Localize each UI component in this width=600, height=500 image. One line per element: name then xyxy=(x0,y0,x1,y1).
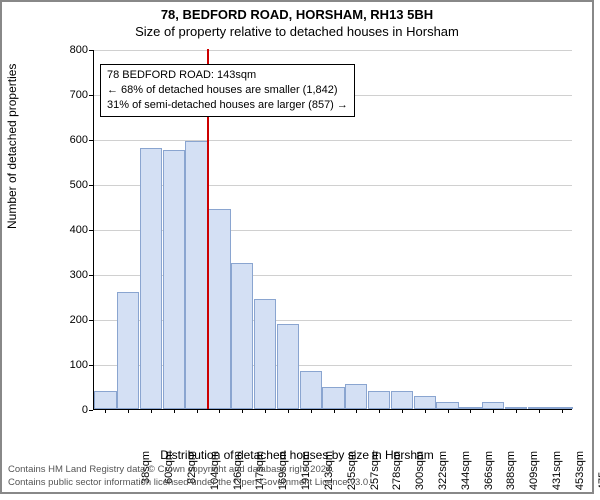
x-tick xyxy=(356,409,357,413)
y-tick-label: 700 xyxy=(70,89,88,101)
histogram-bar xyxy=(208,209,230,409)
histogram-bar xyxy=(140,148,162,409)
x-tick xyxy=(311,409,312,413)
y-tick-label: 800 xyxy=(70,44,88,56)
y-tick-label: 300 xyxy=(70,269,88,281)
x-tick xyxy=(493,409,494,413)
histogram-bar xyxy=(231,263,253,409)
histogram-bar xyxy=(254,299,276,409)
annotation-line3: 31% of semi-detached houses are larger (… xyxy=(107,98,348,113)
y-tick-label: 200 xyxy=(70,314,88,326)
x-tick xyxy=(265,409,266,413)
y-axis: 0100200300400500600700800 xyxy=(62,50,92,410)
annotation-line1: 78 BEDFORD ROAD: 143sqm xyxy=(107,68,348,83)
x-tick xyxy=(470,409,471,413)
y-axis-label: Number of detached properties xyxy=(5,64,19,229)
x-tick xyxy=(288,409,289,413)
chart-subtitle: Size of property relative to detached ho… xyxy=(2,24,592,39)
histogram-bar xyxy=(482,402,504,409)
histogram-bar xyxy=(391,391,413,409)
gridline xyxy=(94,50,572,51)
histogram-bar xyxy=(163,150,185,409)
attribution-line1: Contains HM Land Registry data © Crown c… xyxy=(8,464,371,476)
histogram-bar xyxy=(117,292,139,409)
x-tick xyxy=(219,409,220,413)
x-tick xyxy=(334,409,335,413)
y-tick-label: 400 xyxy=(70,224,88,236)
x-tick-label: 475sqm xyxy=(597,451,600,495)
x-tick xyxy=(151,409,152,413)
y-tick-label: 600 xyxy=(70,134,88,146)
annotation-box: 78 BEDFORD ROAD: 143sqm← 68% of detached… xyxy=(100,64,355,117)
x-tick xyxy=(174,409,175,413)
histogram-bar xyxy=(414,396,436,410)
x-tick xyxy=(402,409,403,413)
chart-container: 78, BEDFORD ROAD, HORSHAM, RH13 5BH Size… xyxy=(0,0,594,494)
x-tick xyxy=(105,409,106,413)
chart-box: 38sqm60sqm82sqm104sqm126sqm147sqm169sqm1… xyxy=(93,50,572,410)
attribution: Contains HM Land Registry data © Crown c… xyxy=(8,464,371,489)
y-tick-label: 100 xyxy=(70,359,88,371)
x-tick xyxy=(516,409,517,413)
y-tick-label: 0 xyxy=(82,404,88,416)
x-tick xyxy=(128,409,129,413)
histogram-bar xyxy=(345,384,367,409)
address-title: 78, BEDFORD ROAD, HORSHAM, RH13 5BH xyxy=(2,7,592,22)
attribution-line2: Contains public sector information licen… xyxy=(8,477,371,489)
x-axis-label: Distribution of detached houses by size … xyxy=(2,448,592,462)
annotation-line2: ← 68% of detached houses are smaller (1,… xyxy=(107,83,348,98)
x-tick xyxy=(379,409,380,413)
x-tick xyxy=(425,409,426,413)
x-tick xyxy=(197,409,198,413)
x-tick xyxy=(448,409,449,413)
plot-area: 0100200300400500600700800 38sqm60sqm82sq… xyxy=(62,50,572,410)
histogram-bar xyxy=(368,391,390,409)
histogram-bar xyxy=(94,391,116,409)
y-tick xyxy=(89,410,93,411)
histogram-bar xyxy=(277,324,299,410)
histogram-bar xyxy=(300,371,322,409)
y-tick-label: 500 xyxy=(70,179,88,191)
x-tick xyxy=(242,409,243,413)
x-tick xyxy=(562,409,563,413)
histogram-bar xyxy=(436,402,458,409)
gridline xyxy=(94,140,572,141)
histogram-bar xyxy=(185,141,207,409)
x-tick xyxy=(539,409,540,413)
histogram-bar xyxy=(322,387,344,410)
